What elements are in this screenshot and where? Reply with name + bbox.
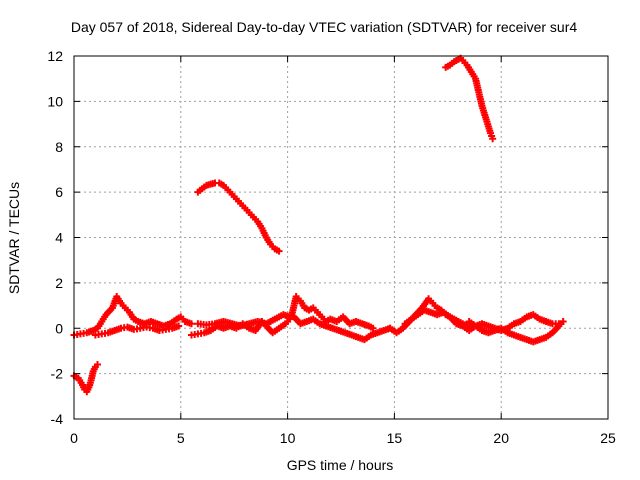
y-ticks: -4 -2 0 2 4 6 8 10 12 — [47, 48, 608, 427]
series-segment-mid-e — [288, 292, 377, 332]
y-tick-label: -2 — [51, 366, 64, 382]
y-tick-label: 2 — [55, 275, 63, 291]
y-tick-label: 0 — [55, 320, 63, 336]
x-ticks: 0 5 10 15 20 25 — [70, 56, 616, 446]
x-tick-label: 0 — [70, 430, 78, 446]
series-segment-mid-f — [290, 313, 394, 344]
series-segment-baseline-b — [91, 322, 183, 339]
series-segment-late-h — [401, 306, 563, 335]
data-point — [275, 247, 283, 255]
x-tick-label: 25 — [600, 430, 616, 446]
y-tick-label: 6 — [55, 184, 63, 200]
series-segment-late-i — [465, 317, 567, 346]
series-segment-rise-6 — [194, 179, 283, 255]
series-segment-peak-12 — [442, 54, 497, 143]
y-tick-label: 4 — [55, 230, 63, 246]
grid — [74, 56, 608, 419]
y-tick-label: 12 — [47, 48, 63, 64]
data-point — [369, 324, 377, 332]
x-axis-label: GPS time / hours — [287, 457, 394, 473]
x-tick-label: 15 — [387, 430, 403, 446]
data-point — [187, 320, 195, 328]
data-point — [175, 322, 183, 330]
series-segment-baseline-d — [194, 311, 294, 330]
y-tick-label: 10 — [47, 93, 63, 109]
x-tick-label: 10 — [280, 430, 296, 446]
data-point — [559, 317, 567, 325]
chart-title: Day 057 of 2018, Sidereal Day-to-day VTE… — [71, 19, 577, 35]
data-point — [93, 361, 101, 369]
y-tick-label: -4 — [51, 411, 64, 427]
series-segment-baseline-a — [70, 292, 195, 339]
y-tick-label: 8 — [55, 139, 63, 155]
data-point — [489, 135, 497, 143]
y-axis-label: SDTVAR / TECUs — [6, 182, 22, 294]
x-tick-label: 20 — [493, 430, 509, 446]
x-tick-label: 5 — [177, 430, 185, 446]
series-segment-early-negative — [70, 361, 101, 396]
data-series — [70, 54, 567, 396]
